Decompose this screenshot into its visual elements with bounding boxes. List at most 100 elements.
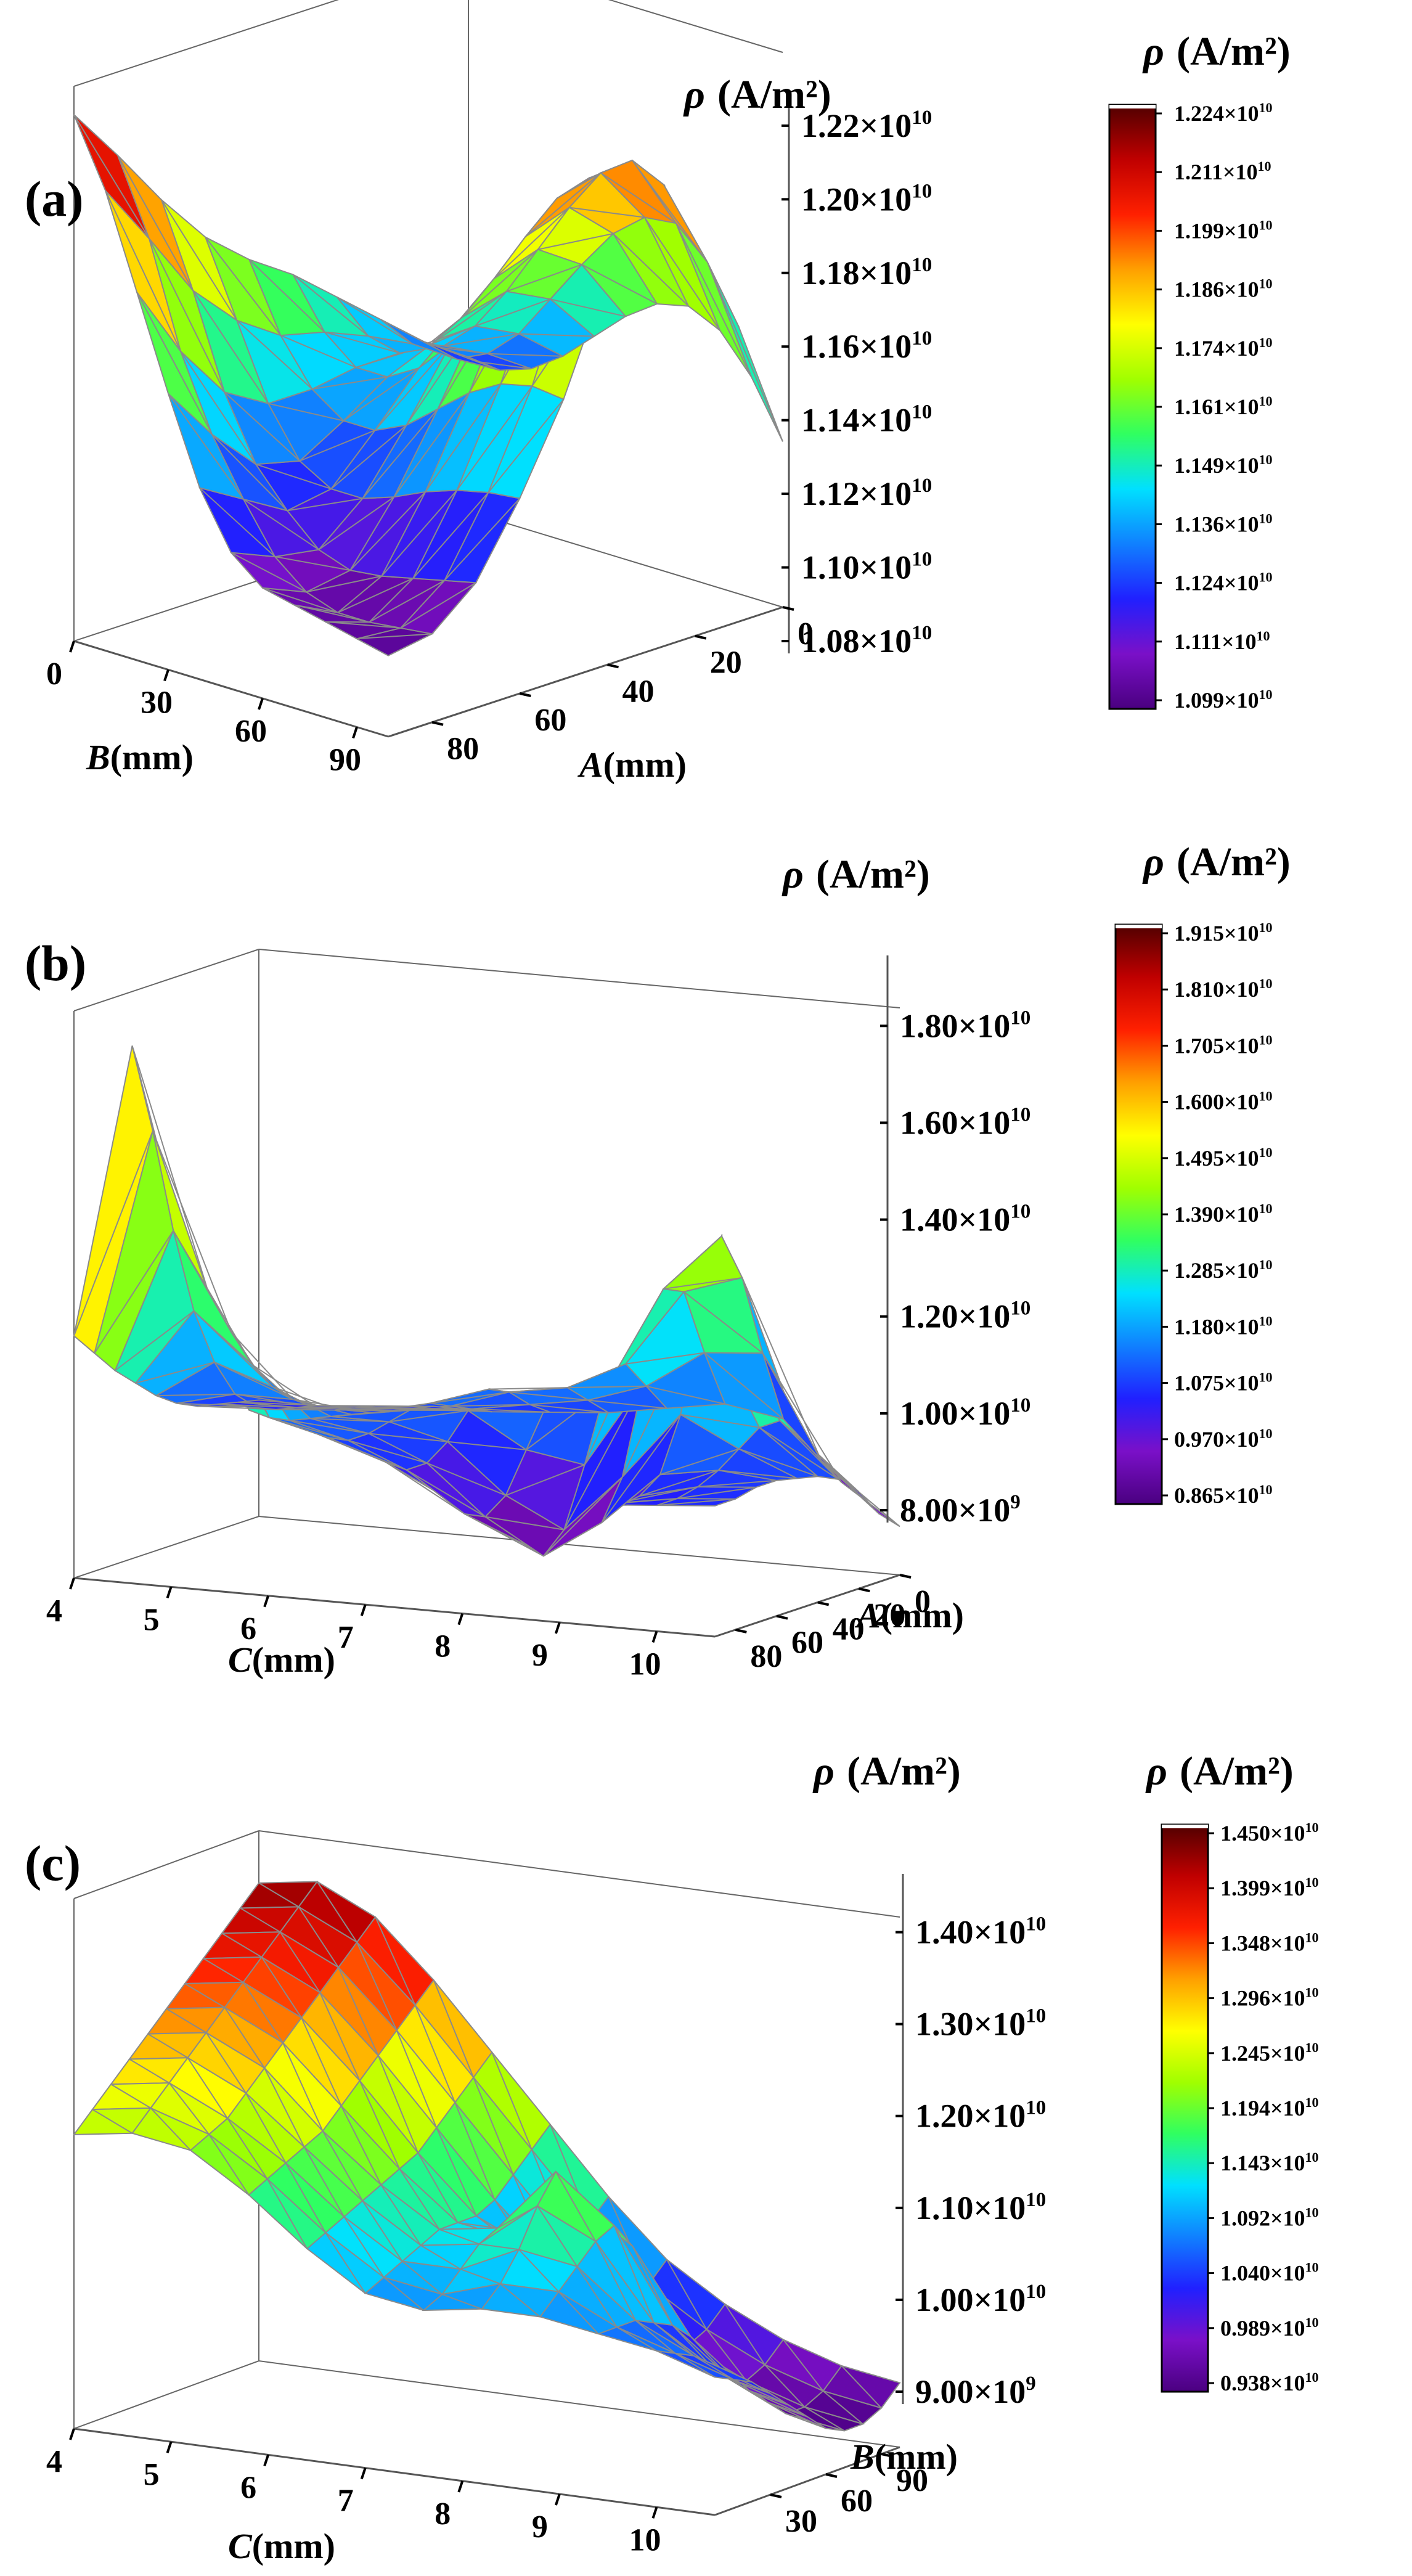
- surface-mesh-diagonal: [374, 344, 451, 431]
- surface-mesh-diagonal: [380, 2184, 422, 2246]
- surface-mesh-diagonal: [822, 2390, 863, 2425]
- surface-mesh-diagonal: [238, 1401, 317, 1407]
- y-tick-label: 20: [710, 645, 742, 681]
- colorbar-label: 1.810×1010: [1174, 976, 1273, 1002]
- panel-label: (a): [25, 171, 84, 227]
- colorbar-label-exponent: 10: [1259, 1257, 1273, 1272]
- z-tick-label-mantissa: 1.20×10: [801, 181, 912, 218]
- surface-mesh-diagonal: [73, 114, 150, 239]
- colorbar-label-mantissa: 1.092×10: [1220, 2206, 1305, 2230]
- colorbar-label-exponent: 10: [1259, 920, 1273, 935]
- surface-mesh-diagonal: [706, 262, 783, 442]
- x-tick-label: 0: [46, 656, 62, 692]
- surface-mesh-diagonal: [110, 2083, 152, 2109]
- surface-mesh-diagonal: [115, 1310, 195, 1372]
- colorbar-label: 1.450×1010: [1220, 1820, 1319, 1846]
- surface-mesh-diagonal: [149, 238, 226, 393]
- colorbar-label: 1.348×1010: [1220, 1929, 1319, 1955]
- surface-mesh-diagonal: [436, 2127, 477, 2217]
- surface-mesh-diagonal: [632, 2246, 673, 2326]
- surface-mesh-diagonal: [706, 2329, 747, 2381]
- surface-mesh-diagonal: [567, 1385, 647, 1389]
- surface-patch: [600, 160, 676, 224]
- z-tick-label-mantissa: 1.16×10: [801, 328, 912, 365]
- y-tick: [770, 2493, 782, 2498]
- surface-patch: [197, 1404, 276, 1410]
- colorbar-label-mantissa: 1.149×10: [1174, 453, 1259, 478]
- x-tick: [69, 640, 75, 653]
- surface-mesh-diagonal: [674, 2352, 716, 2378]
- x-axis-line: [73, 2427, 716, 2516]
- colorbar-cap: [1162, 1825, 1208, 1828]
- surface-mesh-diagonal: [724, 2304, 765, 2365]
- surface-mesh-diagonal: [420, 2244, 461, 2270]
- surface-mesh-diagonal: [399, 2168, 440, 2230]
- surface-mesh-diagonal: [762, 1352, 843, 1483]
- y-axis-title: A(mm): [855, 1595, 964, 1635]
- surface-patch: [94, 1131, 174, 1371]
- surface: [73, 1045, 900, 1557]
- colorbar-label: 1.399×1010: [1220, 1875, 1319, 1900]
- colorbar-label: 1.199×1010: [1174, 217, 1273, 243]
- surface-mesh-diagonal: [518, 333, 595, 337]
- chart-panel-c: 9.00×1091.00×10101.10×10101.20×10101.30×…: [25, 1749, 1319, 2566]
- colorbar-label: 1.174×1010: [1174, 335, 1273, 361]
- colorbar-label-exponent: 10: [1259, 976, 1273, 991]
- x-tick: [263, 2454, 270, 2467]
- surface-mesh-diagonal: [693, 2355, 734, 2381]
- colorbar-label-mantissa: 1.161×10: [1174, 395, 1259, 419]
- x-tick-label: 7: [338, 2484, 354, 2519]
- surface-mesh-diagonal: [362, 2200, 403, 2262]
- colorbar-label-mantissa: 1.915×10: [1174, 921, 1259, 946]
- back-top-edge: [73, 0, 339, 87]
- surface-patch: [74, 1045, 153, 1354]
- colorbar-label-exponent: 10: [1305, 1985, 1319, 2000]
- surface-mesh-diagonal: [680, 1413, 760, 1428]
- surface-mesh-diagonal: [529, 1404, 609, 1413]
- surface-patch: [389, 1410, 468, 1442]
- surface: [73, 114, 783, 656]
- x-tick: [258, 698, 264, 710]
- colorbar-label-exponent: 10: [1259, 1201, 1273, 1216]
- surface-mesh-diagonal: [493, 206, 570, 279]
- z-tick-label-mantissa: 1.10×10: [915, 2190, 1026, 2226]
- surface-mesh-diagonal: [425, 383, 502, 493]
- surface-mesh-diagonal: [536, 2206, 578, 2267]
- surface-patch: [439, 2222, 516, 2240]
- surface-mesh-diagonal: [105, 190, 182, 352]
- z-tick-label: 1.40×1010: [900, 1201, 1030, 1238]
- x-tick-label: 90: [329, 743, 361, 778]
- surface-mesh-diagonal: [672, 2325, 713, 2368]
- colorbar-label: 0.970×1010: [1174, 1426, 1273, 1452]
- surface-mesh-diagonal: [555, 2171, 597, 2242]
- surface-mesh-diagonal: [456, 385, 533, 491]
- surface-mesh-diagonal: [675, 223, 752, 377]
- colorbar-label-mantissa: 1.111×10: [1174, 629, 1257, 654]
- z-tick-label: 1.08×1010: [801, 622, 932, 660]
- surface-patch: [550, 264, 626, 337]
- surface-mesh-diagonal: [587, 1399, 667, 1409]
- surface-mesh-diagonal: [406, 1469, 486, 1518]
- x-tick-label: 10: [629, 1646, 661, 1682]
- y-tick: [735, 1628, 747, 1634]
- surface-patch: [613, 217, 688, 306]
- x-axis-title: B(mm): [86, 737, 194, 777]
- surface-mesh-diagonal: [506, 264, 582, 292]
- x-axis-title-symbol: B: [86, 737, 110, 777]
- surface-mesh-diagonal: [338, 1967, 379, 2056]
- z-tick-label: 1.10×1010: [915, 2189, 1046, 2226]
- surface-mesh-diagonal: [613, 2225, 655, 2323]
- surface-mesh-diagonal: [439, 2228, 480, 2245]
- colorbar-label-mantissa: 1.099×10: [1174, 688, 1259, 713]
- surface-mesh-diagonal: [280, 335, 356, 368]
- colorbar-label: 1.495×1010: [1174, 1145, 1273, 1171]
- surface-mesh-diagonal: [193, 1310, 274, 1388]
- surface-mesh-diagonal: [296, 1405, 376, 1409]
- x-tick: [360, 1604, 367, 1616]
- colorbar-label-exponent: 10: [1305, 1929, 1319, 1945]
- surface-mesh-diagonal: [343, 367, 420, 422]
- z-tick-label-mantissa: 1.14×10: [801, 402, 912, 439]
- surface-mesh-diagonal: [316, 1881, 357, 1943]
- surface-mesh-diagonal: [487, 353, 563, 357]
- colorbar-label-exponent: 10: [1259, 452, 1273, 467]
